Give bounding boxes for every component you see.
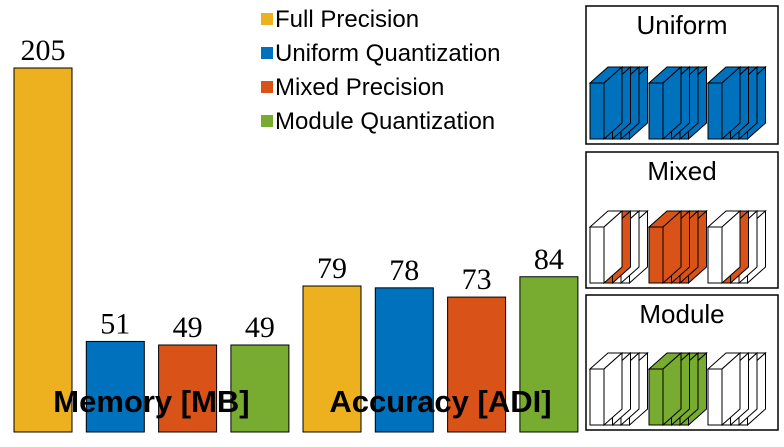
value-label-accuracy-adi-mixed-precision: 73 <box>462 263 492 296</box>
bar-accuracy-adi-full-precision <box>302 285 362 433</box>
panel-title-module: Module <box>639 299 724 329</box>
legend-swatch-uniform-quantization <box>261 47 273 59</box>
value-label-memory-mb-mixed-precision: 49 <box>173 311 203 344</box>
panel-title-mixed: Mixed <box>647 156 716 186</box>
block-orange-stripe-0 <box>588 209 649 285</box>
legend-swatch-full-precision <box>261 13 273 25</box>
value-label-accuracy-adi-full-precision: 79 <box>317 252 347 285</box>
value-label-accuracy-adi-uniform-quantization: 78 <box>389 254 419 287</box>
block-blue-1 <box>647 65 708 141</box>
bar-memory-mb-uniform-quantization <box>85 340 145 433</box>
block-orange-full-1 <box>647 209 708 285</box>
block-blue-2 <box>706 65 767 141</box>
legend-swatch-module-quantization <box>261 115 273 127</box>
block-white-2 <box>706 351 767 427</box>
panel-uniform: Uniform <box>585 5 779 145</box>
bar-accuracy-adi-uniform-quantization <box>374 287 434 433</box>
group-label-accuracy-adi: Accuracy [ADI] <box>329 384 551 419</box>
value-label-memory-mb-uniform-quantization: 51 <box>100 307 130 340</box>
bar-memory-mb-mixed-precision <box>158 344 218 433</box>
bar-memory-mb-full-precision <box>13 67 73 433</box>
bar-memory-mb-module-quantization <box>230 344 290 433</box>
panel-title-uniform: Uniform <box>636 10 727 40</box>
block-blue-0 <box>588 65 649 141</box>
block-green-1 <box>647 351 708 427</box>
bar-accuracy-adi-module-quantization <box>519 276 579 433</box>
block-white-0 <box>588 351 649 427</box>
block-orange-stripe-2 <box>706 209 767 285</box>
bar-accuracy-adi-mixed-precision <box>447 296 507 433</box>
legend-label-mixed-precision: Mixed Precision <box>275 74 444 101</box>
legend-label-uniform-quantization: Uniform Quantization <box>275 40 500 67</box>
group-label-memory-mb: Memory [MB] <box>53 384 249 419</box>
legend-label-full-precision: Full Precision <box>275 6 419 33</box>
value-label-accuracy-adi-module-quantization: 84 <box>534 243 564 276</box>
value-label-memory-mb-module-quantization: 49 <box>245 311 275 344</box>
panel-module: Module <box>585 294 779 431</box>
legend-swatch-mixed-precision <box>261 81 273 93</box>
legend-label-module-quantization: Module Quantization <box>275 108 495 135</box>
value-label-memory-mb-full-precision: 205 <box>21 34 66 67</box>
panel-mixed: Mixed <box>585 151 779 289</box>
